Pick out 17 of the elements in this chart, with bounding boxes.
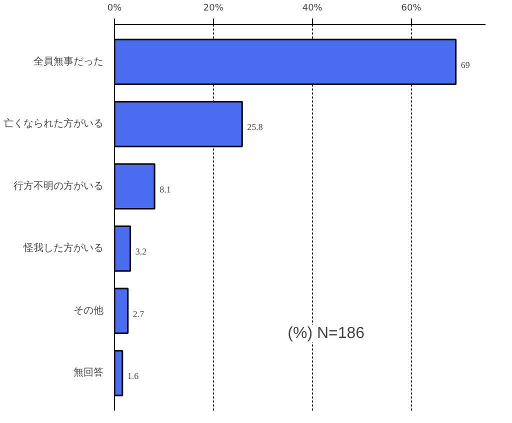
x-tick-label: 20% <box>203 4 224 14</box>
data-label: 25.8 <box>247 122 264 132</box>
y-tick-label: 行方不明の方がいる <box>14 180 104 192</box>
annotation: (%) N=186 <box>288 325 365 342</box>
data-label: 8.1 <box>160 184 171 194</box>
data-label: 3.2 <box>135 246 147 257</box>
data-label: 2.7 <box>132 308 145 319</box>
data-label: 69 <box>460 60 470 70</box>
y-tick-label: 亡くなられた方がいる <box>4 118 104 130</box>
y-tick-label: 怪我した方がいる <box>22 242 104 254</box>
y-tick-label: 全員無事だった <box>34 55 104 68</box>
x-tick-label: 40% <box>302 4 323 14</box>
x-tick-label: 0% <box>107 4 122 14</box>
y-tick-label: その他 <box>74 304 104 316</box>
y-tick-label: 無回答 <box>74 366 104 379</box>
x-tick-label: 60% <box>401 4 422 14</box>
data-label: 1.6 <box>127 371 140 382</box>
